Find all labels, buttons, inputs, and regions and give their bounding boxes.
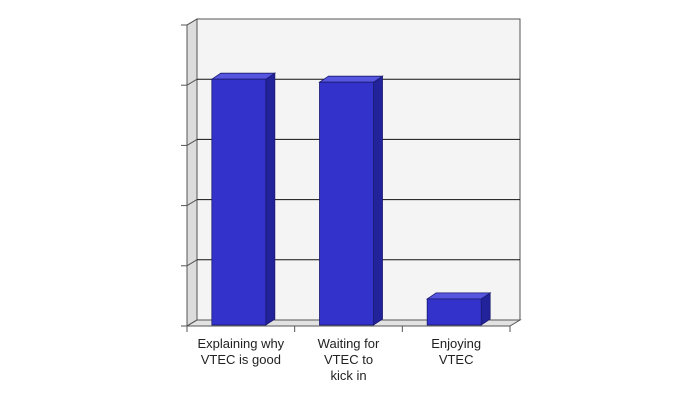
bar-top bbox=[318, 75, 384, 83]
side-gridline bbox=[186, 259, 198, 267]
side-gridline bbox=[186, 18, 198, 26]
bar bbox=[425, 292, 492, 326]
bar bbox=[210, 72, 277, 326]
bar-top bbox=[210, 72, 277, 80]
side-gridline bbox=[186, 138, 198, 146]
x-tick-label: Enjoying VTEC bbox=[431, 336, 482, 367]
y-axis-ticks bbox=[181, 24, 187, 327]
side-gridline bbox=[186, 199, 198, 207]
x-axis-ticks bbox=[186, 326, 511, 332]
bar bbox=[318, 75, 384, 326]
side-wall bbox=[186, 18, 198, 327]
bar-top bbox=[425, 292, 492, 300]
bar-side bbox=[265, 72, 276, 326]
bar-front bbox=[319, 81, 374, 326]
x-tick-label: Explaining why VTEC is good bbox=[197, 336, 285, 367]
bar-front bbox=[211, 78, 267, 326]
bars bbox=[210, 72, 492, 326]
bar-side bbox=[373, 75, 383, 326]
side-gridline bbox=[186, 78, 198, 86]
side-gridline bbox=[186, 319, 198, 327]
bar-front bbox=[426, 298, 482, 326]
x-tick-label: Waiting for VTEC to kick in bbox=[317, 336, 380, 383]
